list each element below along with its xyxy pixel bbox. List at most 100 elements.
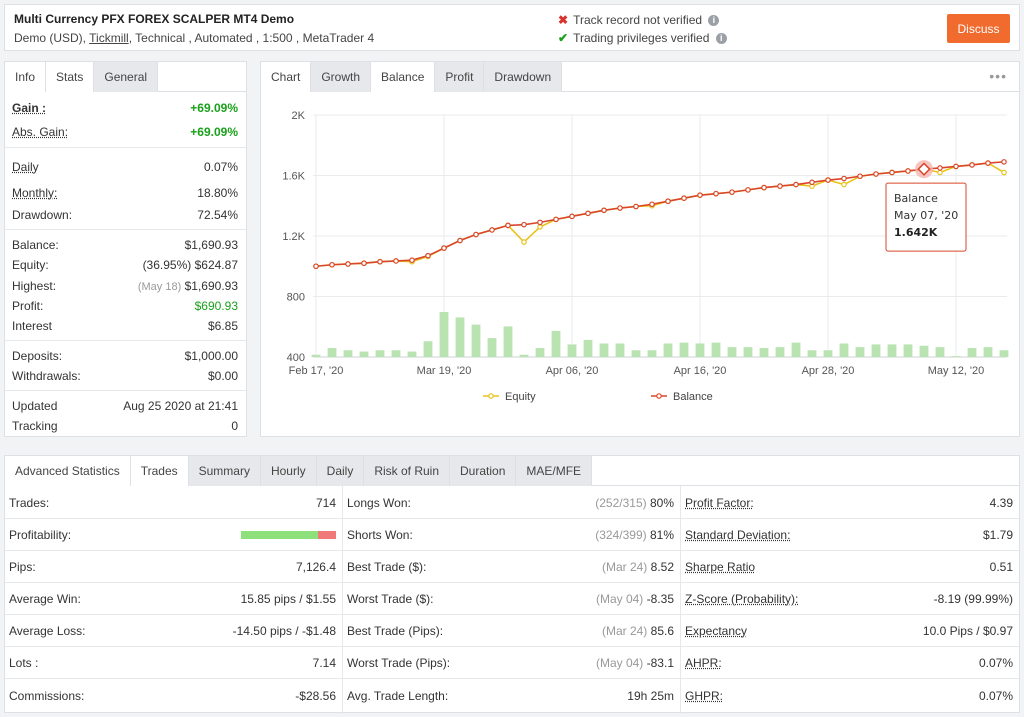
equity-point [937,169,943,176]
x-tick-label: Feb 17, '20 [289,365,344,377]
stat-label: Shorts Won: [347,528,413,542]
stat-cell: AHPR: 0.07% [681,647,1019,679]
daily-label[interactable]: Daily [12,160,39,174]
tab-summary[interactable]: Summary [188,456,261,486]
balance-point [441,245,447,251]
stat-value-group: 10.0 Pips / $0.97 [923,615,1013,647]
volume-bar [503,326,513,357]
stat-value-group: -8.19 (99.99%) [934,583,1013,615]
abs-gain-label[interactable]: Abs. Gain: [12,125,69,139]
discuss-button[interactable]: Discuss [947,14,1010,43]
balance-point [537,219,543,226]
tab-trades[interactable]: Trades [130,456,189,486]
deposits-label: Deposits: [12,349,63,363]
volume-bar [919,345,929,357]
stat-value-group: 0.07% [979,647,1013,679]
tab-advanced-statistics[interactable]: Advanced Statistics [5,456,131,486]
tab-duration[interactable]: Duration [450,456,517,486]
broker-link[interactable]: Tickmill [89,31,129,45]
stat-label[interactable]: Sharpe Ratio [685,560,756,574]
info-icon[interactable]: i [715,33,727,45]
more-dots-icon[interactable]: ••• [989,68,1007,84]
interest-value: $6.85 [207,319,238,333]
volume-bar [967,348,977,357]
stat-value: 15.85 pips / $1.55 [240,592,336,606]
abs-gain-value: +69.09% [190,125,238,139]
stat-value: 80% [649,496,674,510]
tab-mae-mfe[interactable]: MAE/MFE [516,456,593,486]
balance-point [489,227,495,233]
balance-point [697,192,703,198]
x-tick-label: May 12, '20 [928,365,985,377]
stat-cell: Expectancy 10.0 Pips / $0.97 [681,615,1019,647]
balance-point [713,190,719,197]
tab-hourly[interactable]: Hourly [260,456,317,486]
x-tick-label: Mar 19, '20 [417,365,472,377]
balance-point [729,189,735,195]
stat-value: 4.39 [989,496,1013,510]
balance-point [393,258,399,264]
balance-point [425,252,431,259]
balance-point [473,231,479,238]
stat-cell: Average Loss: -14.50 pips / -$1.48 [5,615,342,647]
tooltip-series: Balance [894,192,938,205]
gain-row: Gain : +69.09% [12,98,238,118]
balance-point [985,160,991,166]
stat-value: 0.07% [978,656,1013,670]
stat-label: Average Loss: [9,624,86,638]
volume-bar [583,339,593,357]
stat-value: 714 [315,496,336,510]
volume-bar [327,348,337,357]
tab-growth[interactable]: Growth [311,62,372,92]
volume-bar [935,347,945,357]
equity-label: Equity: [12,258,49,272]
equity-value-group: (36.95%) $624.87 [143,255,238,275]
gain-value: +69.09% [190,101,238,115]
tab-chart[interactable]: Chart [261,62,312,92]
volume-bar [471,324,481,357]
stat-label[interactable]: Standard Deviation: [685,528,791,542]
stat-value: 0.07% [978,689,1013,703]
daily-row: Daily 0.07% [12,157,238,177]
volume-bar [439,312,449,357]
balance-point [1001,159,1007,165]
volume-bar [631,350,641,357]
balance-row: Balance: $1,690.93 [12,235,238,255]
tooltip-box [885,182,967,252]
check-mark-icon: ✔ [558,31,569,45]
highest-label: Highest: [12,279,57,293]
stat-cell: Z-Score (Probability): -8.19 (99.99%) [681,583,1019,615]
tab-general[interactable]: General [94,62,159,92]
highest-value: $1,690.93 [184,279,238,293]
y-tick-label: 800 [287,292,305,304]
gain-label[interactable]: Gain : [12,101,47,115]
withdrawals-value: $0.00 [207,369,238,383]
stat-label[interactable]: Expectancy [685,624,748,638]
tab-info[interactable]: Info [5,62,47,92]
stat-value: -14.50 pips / -$1.48 [232,624,336,638]
stat-label[interactable]: Profit Factor: [685,496,754,510]
stat-label[interactable]: GHPR: [685,689,724,703]
volume-bar [647,350,657,357]
tab-stats[interactable]: Stats [46,62,95,92]
highest-value-group: (May 18) $1,690.93 [138,276,238,297]
tab-drawdown[interactable]: Drawdown [484,62,563,92]
tooltip-value: 1.642K [894,226,938,239]
balance-point [329,261,335,268]
tab-profit[interactable]: Profit [435,62,485,92]
interest-label: Interest [12,319,53,333]
tab-balance[interactable]: Balance [371,62,436,92]
stat-value: 85.6 [650,624,674,638]
tab-risk-of-ruin[interactable]: Risk of Ruin [364,456,451,486]
stat-label[interactable]: AHPR: [685,656,722,670]
balance-point [665,198,671,205]
stat-label[interactable]: Z-Score (Probability): [685,592,799,606]
legend-label[interactable]: Equity [505,391,536,403]
volume-bar [407,351,417,357]
volume-bar [535,348,545,357]
monthly-label[interactable]: Monthly: [12,186,58,200]
volume-bar [775,347,785,357]
tab-daily[interactable]: Daily [316,456,365,486]
info-icon[interactable]: i [708,15,720,27]
legend-label[interactable]: Balance [673,391,713,403]
